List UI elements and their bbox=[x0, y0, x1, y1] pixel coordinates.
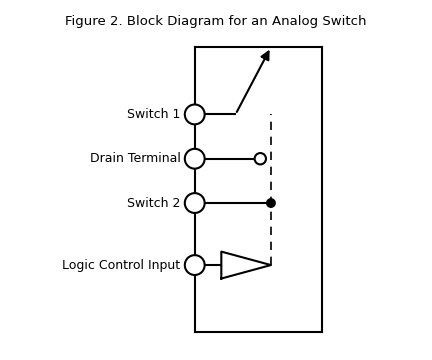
Text: Logic Control Input: Logic Control Input bbox=[63, 258, 181, 271]
Text: Drain Terminal: Drain Terminal bbox=[90, 152, 181, 165]
Circle shape bbox=[185, 104, 205, 124]
Circle shape bbox=[254, 153, 266, 165]
Circle shape bbox=[185, 149, 205, 168]
Circle shape bbox=[185, 193, 205, 213]
Text: Figure 2. Block Diagram for an Analog Switch: Figure 2. Block Diagram for an Analog Sw… bbox=[65, 15, 367, 28]
Circle shape bbox=[267, 199, 275, 207]
Circle shape bbox=[185, 255, 205, 275]
Text: Switch 2: Switch 2 bbox=[127, 197, 181, 210]
Text: Switch 1: Switch 1 bbox=[127, 108, 181, 121]
